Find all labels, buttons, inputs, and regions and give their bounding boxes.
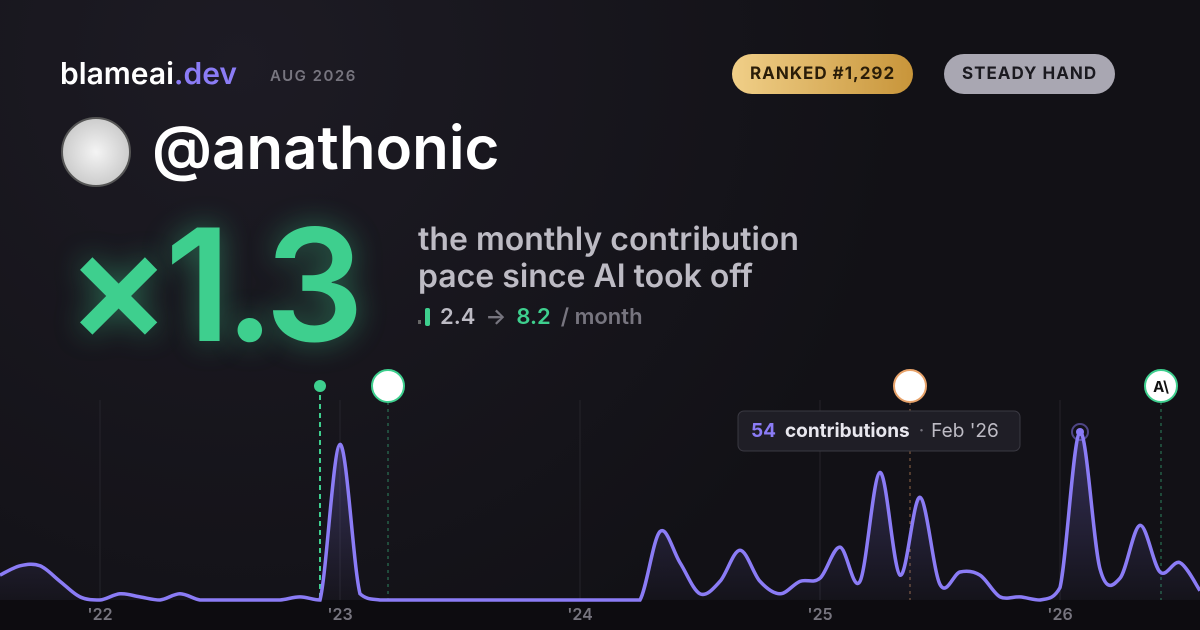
x-tick-label: '26 <box>1047 604 1072 624</box>
tooltip-sep: · <box>919 419 924 442</box>
avatar <box>61 117 131 187</box>
x-tick-label: '24 <box>567 604 593 624</box>
chart: A\ '22 '23 '24 '25 '26 54 contributions · Feb '… <box>0 369 1200 630</box>
description-line: the monthly contribution <box>418 219 799 258</box>
brand: blameai.dev <box>60 56 237 92</box>
handle: @anathonic <box>152 112 500 184</box>
before: 2.4 <box>440 304 476 330</box>
line <box>0 430 1200 602</box>
tooltip-label: contributions <box>785 419 910 442</box>
axis-band <box>0 600 1200 630</box>
openai-icon <box>893 369 927 403</box>
anthropic-logo: A\ <box>1153 377 1169 396</box>
area <box>0 431 1200 600</box>
x-tick-label: '23 <box>327 604 352 624</box>
x-tick-label: '25 <box>807 604 832 624</box>
tooltip-text: 54 contributions · Feb '26 <box>751 419 999 442</box>
description: the monthly contribution pace since AI to… <box>418 220 799 294</box>
brand-name: blameai <box>60 56 174 92</box>
unit: / month <box>560 304 643 330</box>
peak-ring <box>1071 423 1089 441</box>
date: AUG 2026 <box>270 66 357 85</box>
arrow: → <box>485 304 507 330</box>
x-tick-label: '22 <box>87 604 112 624</box>
multiplier: ×1.3 <box>66 190 364 379</box>
anthropic-icon <box>1144 369 1178 403</box>
title-badge: STEADY HAND <box>944 54 1116 94</box>
openai-icon <box>371 369 405 403</box>
rank-badge: RANKED #1,292 <box>732 54 914 94</box>
pace: 2.4 → 8.2 / month <box>418 304 643 330</box>
brand-tld: .dev <box>173 56 237 92</box>
after: 8.2 <box>516 304 551 330</box>
peak-dot <box>1076 428 1084 436</box>
tooltip-value: 54 <box>751 419 776 442</box>
tooltip <box>737 410 1021 452</box>
tooltip-date: Feb '26 <box>931 419 999 442</box>
event-dot <box>314 380 326 392</box>
description-line: pace since AI took off <box>418 256 753 295</box>
